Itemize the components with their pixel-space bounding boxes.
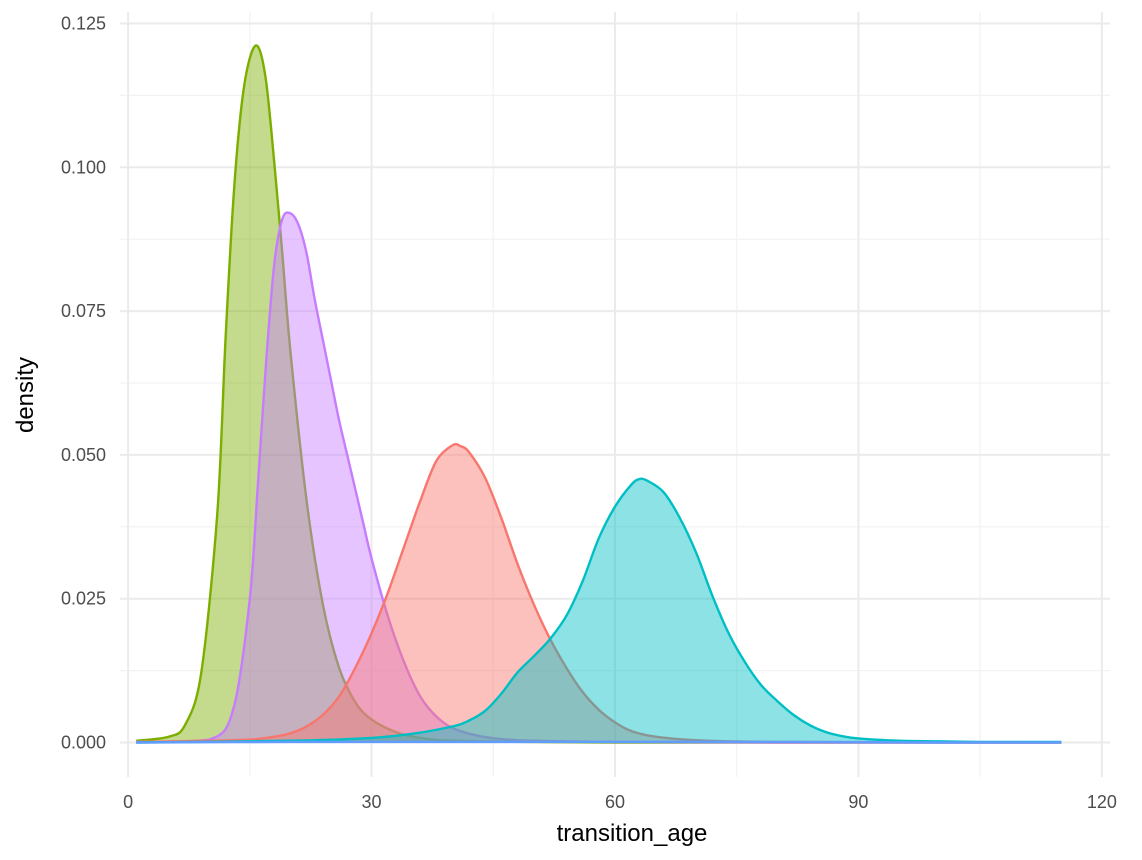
y-tick-label: 0.050 (61, 445, 106, 465)
density-series-3 (136, 442, 1062, 744)
x-axis-title: transition_age (557, 820, 708, 847)
y-tick-label: 0.075 (61, 301, 106, 321)
density-series-2 (136, 211, 1062, 744)
density-area-fill (136, 444, 1062, 743)
density-area-fill (136, 212, 1062, 743)
density-series-4 (136, 477, 1062, 744)
density-curve (136, 211, 1062, 744)
density-area-fill (136, 45, 1062, 743)
x-tick-label: 60 (605, 792, 625, 812)
density-curve (136, 477, 1062, 744)
y-axis-title: density (12, 357, 39, 433)
y-tick-label: 0.000 (61, 732, 106, 752)
grid-lines (120, 12, 1110, 777)
y-tick-label: 0.100 (61, 157, 106, 177)
density-areas (136, 44, 1062, 744)
x-tick-label: 120 (1087, 792, 1117, 812)
x-axis-ticks: 0 30 60 90 120 (123, 792, 1117, 812)
x-tick-label: 30 (362, 792, 382, 812)
y-tick-label: 0.125 (61, 14, 106, 34)
y-tick-label: 0.025 (61, 589, 106, 609)
density-curve (136, 442, 1062, 744)
density-curve (136, 740, 1062, 744)
density-series-5 (136, 740, 1062, 744)
x-tick-label: 0 (123, 792, 133, 812)
y-axis-ticks: 0.000 0.025 0.050 0.075 0.100 0.125 (61, 14, 106, 753)
x-tick-label: 90 (848, 792, 868, 812)
density-area-fill (136, 478, 1062, 743)
